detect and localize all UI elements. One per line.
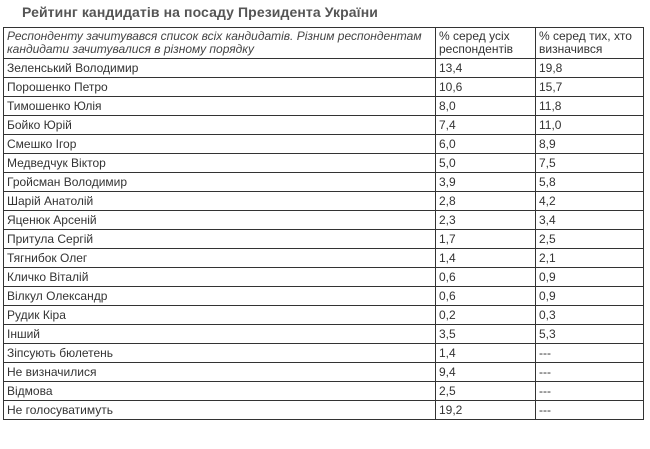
percent-decided-cell: 2,1: [535, 248, 644, 268]
table-row: Притула Сергій 1,7 2,5: [3, 229, 644, 249]
candidate-name-cell: Зіпсують бюлетень: [3, 343, 436, 363]
page-title: Рейтинг кандидатів на посаду Президента …: [22, 4, 378, 20]
candidate-name-cell: Яценюк Арсеній: [3, 210, 436, 230]
candidate-name-cell: Не голосуватимуть: [3, 400, 436, 420]
candidate-name-cell: Відмова: [3, 381, 436, 401]
table-row: Інший 3,5 5,3: [3, 324, 644, 344]
percent-decided-cell: 8,9: [535, 134, 644, 154]
percent-all-cell: 1,4: [435, 248, 536, 268]
candidate-name-cell: Гройсман Володимир: [3, 172, 436, 192]
percent-decided-cell: 3,4: [535, 210, 644, 230]
table-row: Кличко Віталій 0,6 0,9: [3, 267, 644, 287]
percent-all-cell: 0,2: [435, 305, 536, 325]
percent-all-cell: 1,4: [435, 343, 536, 363]
percent-decided-cell: 5,8: [535, 172, 644, 192]
header-note: Респонденту зачитувався список всіх канд…: [3, 27, 436, 59]
candidate-name-cell: Тягнибок Олег: [3, 248, 436, 268]
candidate-name-cell: Медведчук Віктор: [3, 153, 436, 173]
percent-decided-cell: 7,5: [535, 153, 644, 173]
percent-all-cell: 7,4: [435, 115, 536, 135]
percent-decided-cell: 2,5: [535, 229, 644, 249]
percent-all-cell: 2,5: [435, 381, 536, 401]
table-row: Вілкул Олександр 0,6 0,9: [3, 286, 644, 306]
percent-all-cell: 6,0: [435, 134, 536, 154]
percent-all-cell: 19,2: [435, 400, 536, 420]
candidate-name-cell: Зеленський Володимир: [3, 58, 436, 78]
percent-decided-cell: ---: [535, 343, 644, 363]
candidate-name-cell: Притула Сергій: [3, 229, 436, 249]
table-row: Тимошенко Юлія 8,0 11,8: [3, 96, 644, 116]
rating-table: Респонденту зачитувався список всіх канд…: [3, 27, 644, 420]
table-row: Шарій Анатолій 2,8 4,2: [3, 191, 644, 211]
table-row: Зіпсують бюлетень 1,4 ---: [3, 343, 644, 363]
table-row: Рудик Кіра 0,2 0,3: [3, 305, 644, 325]
table-body: Зеленський Володимир 13,4 19,8 Порошенко Пе…: [3, 58, 644, 420]
percent-decided-cell: 15,7: [535, 77, 644, 97]
percent-all-cell: 0,6: [435, 286, 536, 306]
header-decided-respondents: % серед тих, хто визначився: [535, 27, 644, 59]
candidate-name-cell: Бойко Юрій: [3, 115, 436, 135]
percent-all-cell: 2,3: [435, 210, 536, 230]
percent-decided-cell: 0,9: [535, 267, 644, 287]
percent-decided-cell: 11,8: [535, 96, 644, 116]
percent-decided-cell: 0,3: [535, 305, 644, 325]
percent-decided-cell: 5,3: [535, 324, 644, 344]
table-row: Відмова 2,5 ---: [3, 381, 644, 401]
percent-all-cell: 8,0: [435, 96, 536, 116]
candidate-name-cell: Порошенко Петро: [3, 77, 436, 97]
table-row: Не визначилися 9,4 ---: [3, 362, 644, 382]
table-header-row: Респонденту зачитувався список всіх канд…: [3, 27, 644, 59]
table-row: Тягнибок Олег 1,4 2,1: [3, 248, 644, 268]
percent-decided-cell: 11,0: [535, 115, 644, 135]
candidate-name-cell: Не визначилися: [3, 362, 436, 382]
table-row: Порошенко Петро 10,6 15,7: [3, 77, 644, 97]
percent-all-cell: 1,7: [435, 229, 536, 249]
table-row: Бойко Юрій 7,4 11,0: [3, 115, 644, 135]
percent-decided-cell: 4,2: [535, 191, 644, 211]
percent-all-cell: 3,9: [435, 172, 536, 192]
candidate-name-cell: Кличко Віталій: [3, 267, 436, 287]
candidate-name-cell: Тимошенко Юлія: [3, 96, 436, 116]
percent-all-cell: 2,8: [435, 191, 536, 211]
table-row: Смешко Ігор 6,0 8,9: [3, 134, 644, 154]
table-row: Не голосуватимуть 19,2 ---: [3, 400, 644, 420]
table-row: Яценюк Арсеній 2,3 3,4: [3, 210, 644, 230]
percent-decided-cell: ---: [535, 362, 644, 382]
percent-decided-cell: ---: [535, 400, 644, 420]
table-row: Зеленський Володимир 13,4 19,8: [3, 58, 644, 78]
candidate-name-cell: Шарій Анатолій: [3, 191, 436, 211]
table-row: Медведчук Віктор 5,0 7,5: [3, 153, 644, 173]
percent-decided-cell: ---: [535, 381, 644, 401]
percent-decided-cell: 19,8: [535, 58, 644, 78]
candidate-name-cell: Вілкул Олександр: [3, 286, 436, 306]
candidate-name-cell: Рудик Кіра: [3, 305, 436, 325]
header-all-respondents: % серед усіх респондентів: [435, 27, 536, 59]
percent-all-cell: 0,6: [435, 267, 536, 287]
table-row: Гройсман Володимир 3,9 5,8: [3, 172, 644, 192]
percent-all-cell: 5,0: [435, 153, 536, 173]
candidate-name-cell: Інший: [3, 324, 436, 344]
percent-all-cell: 10,6: [435, 77, 536, 97]
percent-all-cell: 3,5: [435, 324, 536, 344]
percent-all-cell: 13,4: [435, 58, 536, 78]
candidate-name-cell: Смешко Ігор: [3, 134, 436, 154]
percent-all-cell: 9,4: [435, 362, 536, 382]
percent-decided-cell: 0,9: [535, 286, 644, 306]
